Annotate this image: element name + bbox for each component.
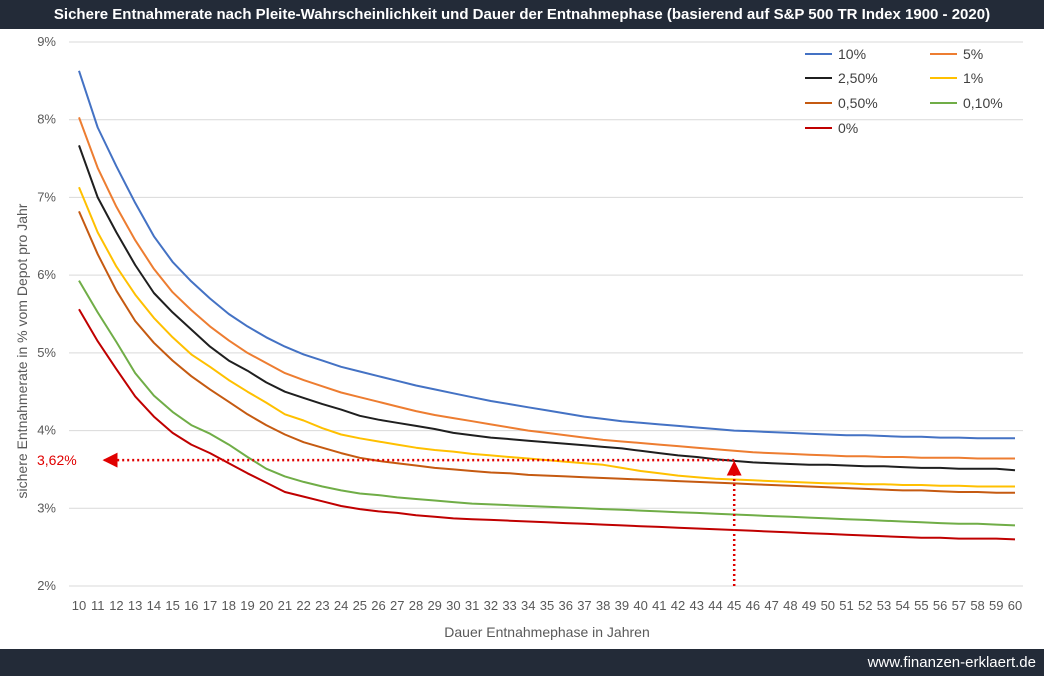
website-link[interactable]: www.finanzen-erklaert.de [867,654,1036,671]
annotation-layer: 3,62% [37,452,742,586]
x-tick-label: 56 [933,598,947,613]
x-tick-label: 48 [783,598,797,613]
x-tick-label: 14 [147,598,161,613]
x-tick-label: 46 [746,598,760,613]
x-tick-label: 31 [465,598,479,613]
x-tick-label: 43 [690,598,704,613]
chart-title: Sichere Entnahmerate nach Pleite-Wahrsch… [0,0,1044,29]
x-tick-label: 27 [390,598,404,613]
legend-label: 2,50% [838,70,878,86]
series-line-3 [78,186,1015,488]
y-tick-label: 2% [37,578,56,593]
y-tick-label: 3% [37,500,56,515]
y-tick-label: 5% [37,345,56,360]
x-tick-label: 12 [109,598,123,613]
x-tick-label: 11 [91,598,105,613]
footer: www.finanzen-erklaert.de [0,649,1044,676]
x-tick-label: 28 [409,598,423,613]
x-tick-label: 24 [334,598,348,613]
x-tick-label: 54 [895,598,909,613]
x-tick-label: 25 [353,598,367,613]
x-tick-label: 40 [633,598,647,613]
x-tick-label: 35 [540,598,554,613]
x-tick-label: 22 [296,598,310,613]
x-tick-label: 52 [858,598,872,613]
x-tick-label: 21 [278,598,292,613]
x-tick-label: 45 [727,598,741,613]
x-tick-label: 53 [877,598,891,613]
x-tick-label: 16 [184,598,198,613]
x-tick-label: 13 [128,598,142,613]
x-tick-label: 26 [371,598,385,613]
y-axis-ticks: 2% 3% 4% 5% 6% 7% 8% 9% [37,34,56,593]
x-tick-label: 17 [203,598,217,613]
y-tick-label: 7% [37,189,56,204]
x-tick-label: 51 [839,598,853,613]
x-tick-label: 57 [952,598,966,613]
x-tick-label: 10 [72,598,86,613]
x-tick-label: 29 [427,598,441,613]
series-line-5 [78,280,1016,527]
x-tick-label: 18 [222,598,236,613]
legend-label: 0,50% [838,95,878,111]
x-tick-label: 50 [821,598,835,613]
x-tick-label: 59 [989,598,1003,613]
x-tick-label: 32 [484,598,498,613]
x-tick-label: 33 [502,598,516,613]
x-tick-label: 36 [558,598,572,613]
x-axis-ticks: 10 11 12 13 14 15 16 17 18 19 20 21 22 23 24 25 26 27 28 29… [72,598,1022,613]
x-tick-label: 20 [259,598,273,613]
x-tick-label: 23 [315,598,329,613]
x-tick-label: 34 [521,598,535,613]
annotation-label: 3,62% [37,452,77,468]
legend-label: 10% [838,46,866,62]
legend: 10% 5% 2,50% 1% 0,50% 0,10% 0% [805,46,1003,136]
x-tick-label: 42 [671,598,685,613]
series-line-6 [78,308,1016,541]
legend-label: 5% [963,46,983,62]
x-tick-label: 19 [240,598,254,613]
x-tick-label: 41 [652,598,666,613]
x-tick-label: 44 [708,598,722,613]
y-tick-label: 9% [37,34,56,49]
x-tick-label: 38 [596,598,610,613]
series-lines [78,70,1016,541]
x-tick-label: 30 [446,598,460,613]
y-tick-label: 8% [37,112,56,127]
x-tick-label: 15 [165,598,179,613]
y-axis-label: sichere Entnahmerate in % vom Depot pro … [14,203,30,498]
legend-label: 1% [963,70,983,86]
x-tick-label: 47 [764,598,778,613]
x-tick-label: 55 [914,598,928,613]
x-tick-label: 58 [970,598,984,613]
legend-label: 0% [838,120,858,136]
x-tick-label: 60 [1008,598,1022,613]
legend-label: 0,10% [963,95,1003,111]
series-line-0 [78,70,1015,440]
x-tick-label: 37 [577,598,591,613]
y-tick-label: 4% [37,423,56,438]
x-tick-label: 39 [615,598,629,613]
series-line-2 [78,145,1016,472]
x-axis-label: Dauer Entnahmephase in Jahren [444,624,649,640]
gridlines [69,41,1023,587]
line-chart: 2% 3% 4% 5% 6% 7% 8% 9% 10 11 12 13 14 15 16 17 18 19 20 2… [14,34,1023,640]
series-line-4 [78,210,1015,494]
x-tick-label: 49 [802,598,816,613]
series-line-1 [78,117,1015,460]
y-tick-label: 6% [37,267,56,282]
